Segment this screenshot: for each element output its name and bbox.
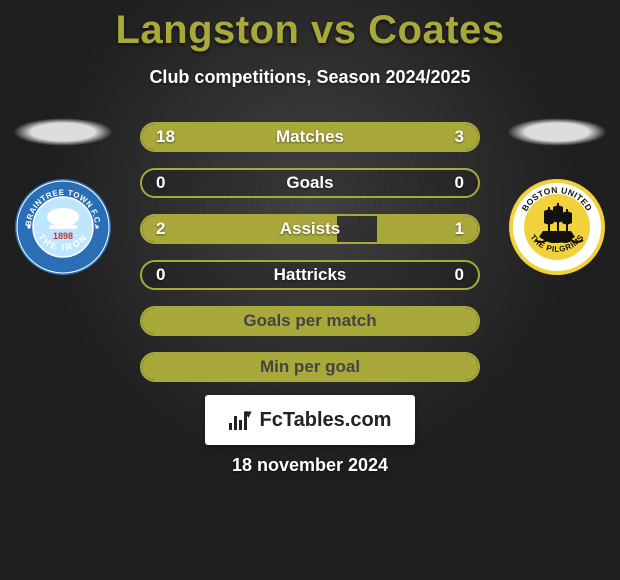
stat-row: 2Assists1: [140, 214, 480, 244]
chart-bars-icon: [229, 410, 247, 430]
subtitle: Club competitions, Season 2024/2025: [0, 67, 620, 88]
date-text: 18 november 2024: [0, 455, 620, 476]
stat-value-left: 18: [142, 127, 192, 147]
stat-row: Goals per match: [140, 306, 480, 336]
boston-crest-icon: BOSTON UNITED THE PILGRIMS: [507, 177, 607, 277]
stat-value-left: 2: [142, 219, 192, 239]
stat-label: Goals per match: [192, 311, 428, 331]
stat-row: 0Hattricks0: [140, 260, 480, 290]
stat-value-right: 1: [428, 219, 478, 239]
stat-label: Hattricks: [192, 265, 428, 285]
stat-value-right: 0: [428, 173, 478, 193]
left-team-crest: BRAINTREE TOWN F.C. THE IRON 1898: [13, 184, 113, 269]
page-title: Langston vs Coates: [0, 0, 620, 53]
stat-label: Min per goal: [192, 357, 428, 377]
stat-value-left: 0: [142, 173, 192, 193]
stat-label: Matches: [192, 127, 428, 147]
stat-value-right: 0: [428, 265, 478, 285]
logo-text: FcTables.com: [260, 409, 392, 432]
stat-row: 18Matches3: [140, 122, 480, 152]
stat-value-right: 3: [428, 127, 478, 147]
svg-text:1898: 1898: [53, 231, 73, 241]
stat-value-left: 0: [142, 265, 192, 285]
stats-container: 18Matches30Goals02Assists10Hattricks0Goa…: [140, 122, 480, 382]
right-player-column: BOSTON UNITED THE PILGRIMS: [502, 100, 612, 269]
right-team-crest: BOSTON UNITED THE PILGRIMS: [507, 184, 607, 269]
stat-row: Min per goal: [140, 352, 480, 382]
stat-label: Assists: [192, 219, 428, 239]
stat-label: Goals: [192, 173, 428, 193]
braintree-crest-icon: BRAINTREE TOWN F.C. THE IRON 1898: [13, 177, 113, 277]
stat-row: 0Goals0: [140, 168, 480, 198]
fctables-logo: FcTables.com: [205, 395, 415, 445]
left-player-column: BRAINTREE TOWN F.C. THE IRON 1898: [8, 100, 118, 269]
left-avatar-placeholder: [13, 118, 113, 146]
right-avatar-placeholder: [507, 118, 607, 146]
